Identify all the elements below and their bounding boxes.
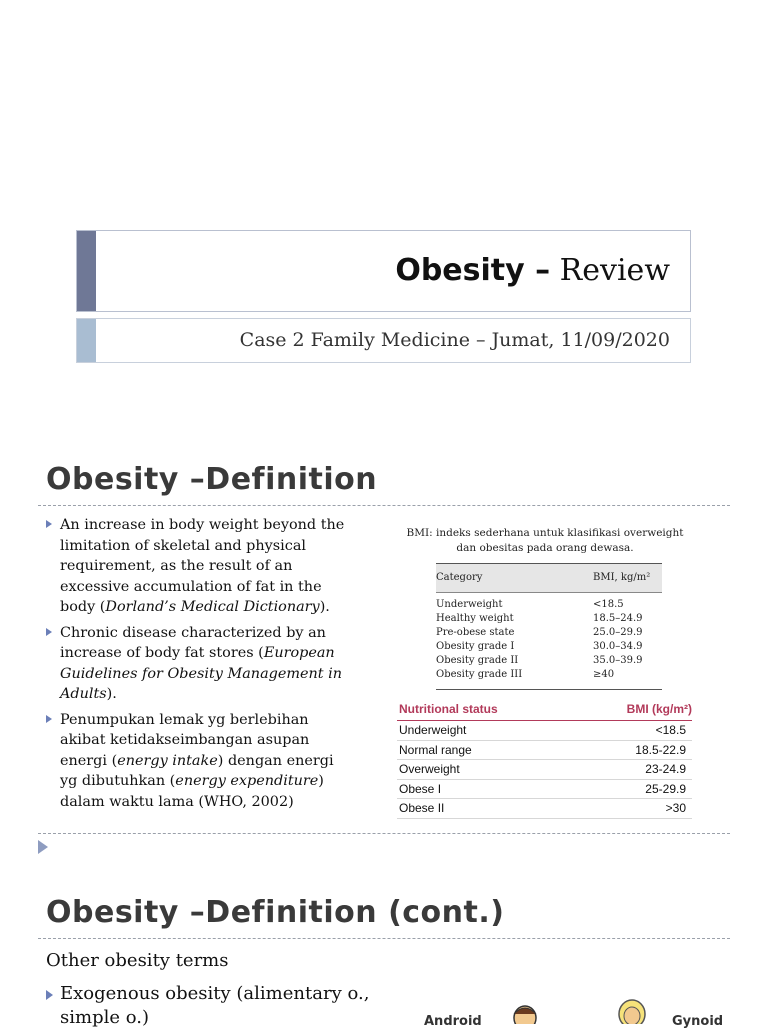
bmi-cell: 25-29.9 [645,781,686,796]
table-row: Obese I 25-29.9 [397,780,692,799]
android-figure-icon [513,1005,537,1024]
column-header: Category [436,572,483,583]
table-row: Normal range 18.5-22.9 [397,741,692,760]
bmi-caption: BMI: indeks sederhana untuk klasifikasi … [406,527,684,554]
bmi-category-table: Category BMI, kg/m² Underweight <18.5 Heal… [436,563,662,690]
column-header: Nutritional status [399,702,498,716]
status-cell: Obese I [399,781,442,796]
table-row: Pre-obese state 25.0–29.9 [436,627,662,641]
bmi-cell: 25.0–29.9 [593,627,643,638]
table-header: Nutritional status BMI (kg/m²) [397,700,692,721]
title-rest: Review [550,253,670,288]
column-header: BMI (kg/m²) [626,702,692,716]
bmi-cell: <18.5 [655,723,686,737]
table-row: Overweight 23-24.9 [397,760,692,780]
bullet-text: An increase in body weight beyond the li… [60,517,345,615]
status-cell: Obese II [399,801,445,815]
bullet-item: Exogenous obesity (alimentary o., simple… [46,982,386,1030]
bullet-text: Chronic disease characterized by an incr… [60,624,326,662]
title-accent-bar [77,231,96,311]
slide-nav-arrow-icon[interactable] [38,840,48,854]
slide-title: Obesity – Review [395,251,670,291]
table-row: Healthy weight 18.5–24.9 [436,613,662,627]
bullet-mid: ) dengan energi yg dibutuhkan ( [60,752,334,790]
bmi-cell: 18.5-22.9 [635,742,686,757]
nutritional-status-table: Nutritional status BMI (kg/m²) Underweig… [397,700,692,819]
bmi-cell: 18.5–24.9 [593,613,643,624]
table-row: Underweight <18.5 [397,721,692,741]
status-cell: Overweight [399,762,460,776]
cont-heading: Obesity –Definition (cont.) [46,895,505,930]
bullet-triangle-icon [46,520,52,528]
bullet-italic-term: energy expenditure [175,773,319,789]
bmi-cell: 23-24.9 [645,762,686,776]
table-header: Category BMI, kg/m² [436,563,662,593]
bmi-cell: 35.0–39.9 [593,655,643,666]
bullet-italic-term: energy intake [117,752,218,769]
column-header: BMI, kg/m² [593,572,651,583]
category-cell: Underweight [436,599,503,610]
bullet-item: Chronic disease characterized by an incr… [46,623,346,705]
definition-heading: Obesity –Definition [46,462,378,497]
bullet-triangle-icon [46,990,53,1000]
bmi-cell: 30.0–34.9 [593,641,643,652]
table-row: Obese II >30 [397,799,692,819]
subtitle-box: Case 2 Family Medicine – Jumat, 11/09/20… [76,318,691,363]
gynoid-label: Gynoid [672,1014,724,1029]
subtitle-accent-bar [77,319,96,362]
title-box: Obesity – Review [76,230,691,312]
android-label: Android [424,1014,482,1029]
table-body: Underweight <18.5 Normal range 18.5-22.9 Ove… [397,721,692,819]
table-body: Underweight <18.5 Healthy weight 18.5–24.9 P… [436,593,662,690]
bullet-tail: ) dalam waktu lama (WHO, 2002) [60,773,324,810]
bullet-tail: ). [106,686,117,702]
table-row: Obesity grade II 35.0–39.9 [436,655,662,669]
bullet-text: Penumpukan lemak yg berlebihan akibat ke… [60,711,310,769]
bullet-citation: European Guidelines for Obesity Manageme… [60,645,343,702]
bullet-tail: ). [319,599,330,615]
heading-divider [38,938,730,939]
slide-subtitle: Case 2 Family Medicine – Jumat, 11/09/20… [239,329,670,351]
heading-divider [38,505,730,506]
bullet-text: Exogenous obesity (alimentary o., simple… [60,983,370,1028]
category-cell: Pre-obese state [436,627,515,638]
bmi-cell: >30 [665,801,686,815]
table-row: Obesity grade III ≥40 [436,669,662,683]
bullet-triangle-icon [46,627,52,636]
category-cell: Healthy weight [436,613,514,624]
bmi-cell: <18.5 [593,599,624,610]
bullet-triangle-icon [46,714,52,723]
category-cell: Obesity grade III [436,669,523,680]
status-cell: Underweight [399,723,467,737]
terms-bullet-list: Exogenous obesity (alimentary o., simple… [46,982,386,1030]
definition-bullet-list: An increase in body weight beyond the li… [46,515,346,817]
status-cell: Normal range [399,742,472,757]
gynoid-figure-icon [618,999,646,1024]
bullet-citation: Dorland’s Medical Dictionary [105,599,320,615]
category-cell: Obesity grade I [436,641,515,652]
bullet-item: Penumpukan lemak yg berlebihan akibat ke… [46,710,346,813]
category-cell: Obesity grade II [436,655,519,666]
other-terms-intro: Other obesity terms [46,950,229,971]
table-row: Obesity grade I 30.0–34.9 [436,641,662,655]
title-bold-part: Obesity – [395,253,551,288]
bullet-item: An increase in body weight beyond the li… [46,515,346,618]
bmi-cell: ≥40 [593,669,615,680]
table-row: Underweight <18.5 [436,599,662,613]
slide-divider [38,833,730,834]
